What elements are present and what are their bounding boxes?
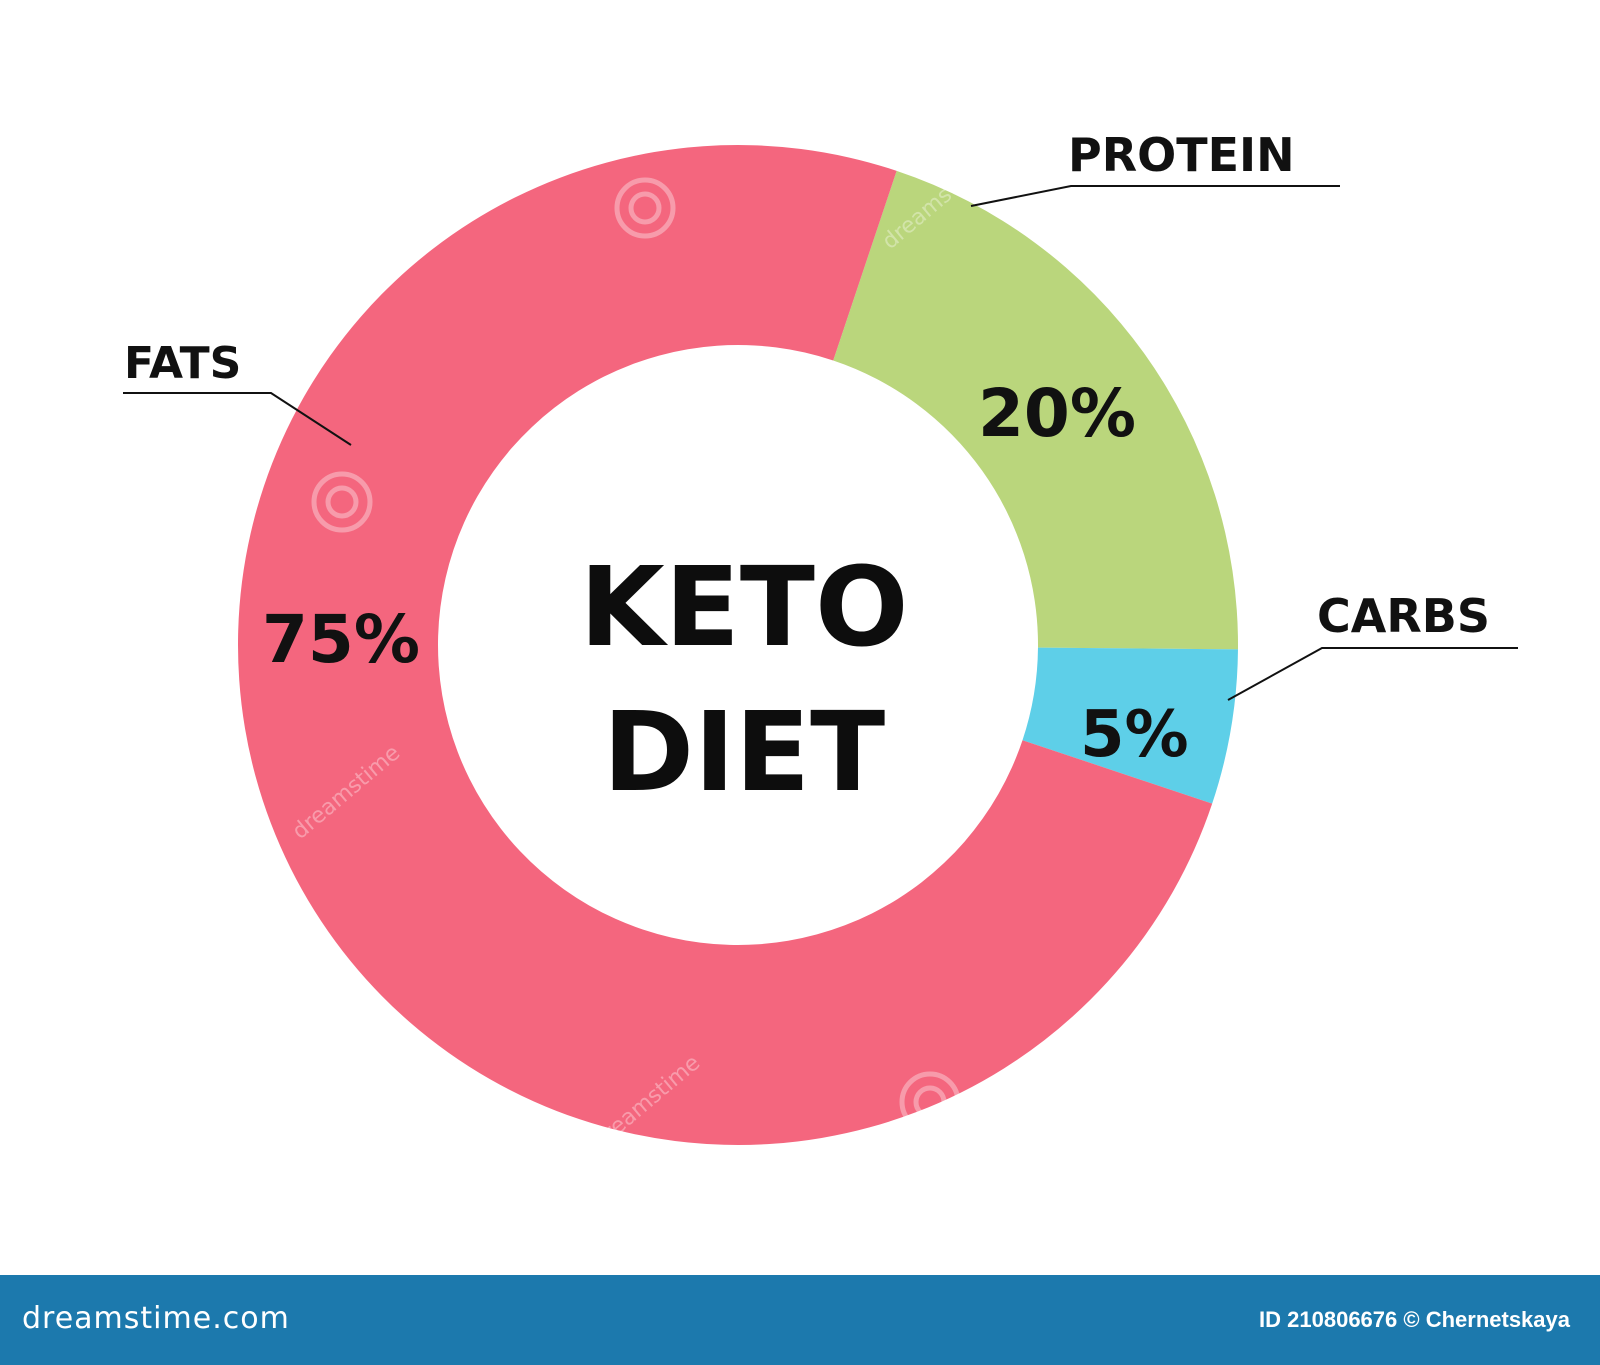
slice-protein — [833, 170, 1238, 650]
fats-leader-line — [123, 392, 352, 446]
footer-site-name[interactable]: dreamstime.com — [22, 1301, 290, 1336]
carbs-leader-line — [1227, 647, 1518, 701]
donut-slices — [238, 145, 1238, 1145]
donut-chart: dreamstime dreamstime dreamstime FATS PR… — [123, 128, 1518, 1145]
fats-label: FATS — [124, 338, 241, 389]
carbs-value-label: 5% — [1080, 698, 1189, 772]
protein-label: PROTEIN — [1068, 128, 1295, 182]
center-title-line-1: KETO — [580, 543, 909, 671]
slice-carbs — [1022, 647, 1238, 804]
watermark-logo-icon — [311, 177, 961, 1133]
center-title-line-2: DIET — [603, 688, 885, 816]
protein-leader-line — [970, 185, 1340, 207]
carbs-label: CARBS — [1317, 589, 1490, 643]
footer-bar: dreamstime.com ID 210806676 © Chernetska… — [0, 1275, 1600, 1365]
protein-value-label: 20% — [978, 375, 1136, 452]
slice-fats — [238, 145, 1213, 1145]
footer-image-id: ID 210806676 © Chernetskaya — [1259, 1307, 1570, 1332]
fats-value-label: 75% — [262, 601, 420, 678]
